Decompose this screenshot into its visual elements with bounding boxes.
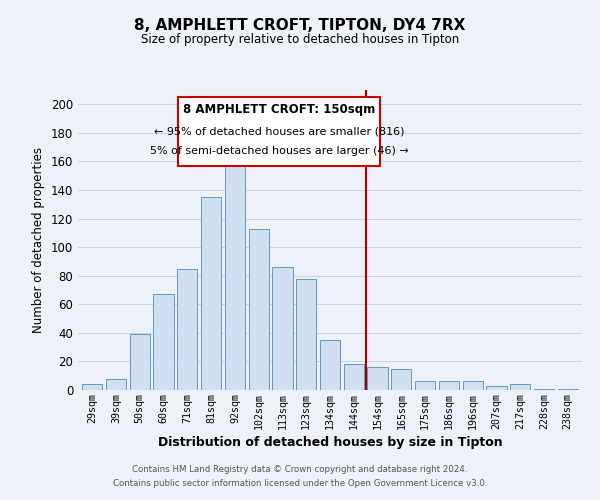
Bar: [439, 382, 459, 390]
Y-axis label: Number of detached properties: Number of detached properties: [32, 147, 45, 333]
Bar: [82, 384, 103, 390]
Bar: [557, 388, 578, 390]
Bar: [272, 267, 293, 390]
Text: ← 95% of detached houses are smaller (816): ← 95% of detached houses are smaller (81…: [154, 126, 404, 136]
FancyBboxPatch shape: [178, 97, 380, 166]
Text: 8 AMPHLETT CROFT: 150sqm: 8 AMPHLETT CROFT: 150sqm: [183, 104, 375, 117]
Bar: [510, 384, 530, 390]
Text: Contains HM Land Registry data © Crown copyright and database right 2024.
Contai: Contains HM Land Registry data © Crown c…: [113, 466, 487, 487]
Bar: [367, 367, 388, 390]
Bar: [201, 197, 221, 390]
Bar: [487, 386, 506, 390]
Text: 5% of semi-detached houses are larger (46) →: 5% of semi-detached houses are larger (4…: [149, 146, 408, 156]
Bar: [248, 228, 269, 390]
Bar: [130, 334, 150, 390]
Bar: [296, 278, 316, 390]
Bar: [534, 388, 554, 390]
Bar: [391, 368, 412, 390]
Bar: [154, 294, 173, 390]
Bar: [225, 162, 245, 390]
Bar: [320, 340, 340, 390]
Text: Size of property relative to detached houses in Tipton: Size of property relative to detached ho…: [141, 32, 459, 46]
Text: 8, AMPHLETT CROFT, TIPTON, DY4 7RX: 8, AMPHLETT CROFT, TIPTON, DY4 7RX: [134, 18, 466, 32]
Text: Distribution of detached houses by size in Tipton: Distribution of detached houses by size …: [158, 436, 502, 449]
Bar: [415, 382, 435, 390]
Bar: [177, 268, 197, 390]
Bar: [463, 382, 483, 390]
Bar: [106, 378, 126, 390]
Bar: [344, 364, 364, 390]
